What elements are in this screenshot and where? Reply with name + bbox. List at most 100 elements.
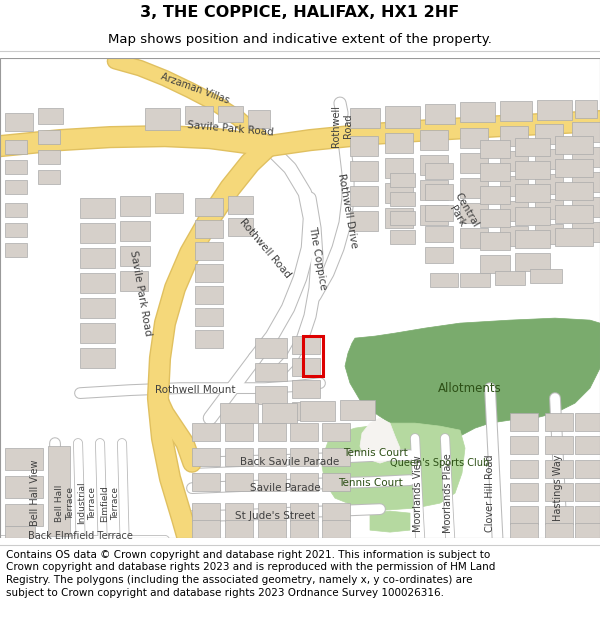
Text: Contains OS data © Crown copyright and database right 2021. This information is : Contains OS data © Crown copyright and d…	[6, 549, 496, 598]
Bar	[515, 207, 550, 225]
Text: Savile Park Road: Savile Park Road	[187, 121, 274, 138]
Bar	[480, 186, 510, 204]
Bar	[292, 336, 320, 354]
Bar	[225, 448, 253, 466]
Bar	[515, 253, 550, 271]
Bar	[258, 503, 286, 521]
Polygon shape	[322, 423, 465, 510]
Bar	[575, 506, 600, 524]
Bar	[303, 336, 323, 376]
Bar	[535, 224, 563, 244]
Bar	[555, 159, 593, 177]
Bar	[385, 208, 413, 228]
Bar	[195, 242, 223, 260]
Bar	[420, 205, 448, 225]
Bar	[80, 248, 115, 268]
Bar	[258, 423, 286, 441]
Bar	[80, 348, 115, 368]
Text: The Coppice: The Coppice	[307, 226, 329, 291]
Bar	[510, 523, 538, 541]
Bar	[535, 124, 563, 144]
Bar	[290, 473, 318, 491]
Bar	[545, 483, 573, 501]
Bar	[510, 436, 538, 454]
Text: 3, THE COPPICE, HALIFAX, HX1 2HF: 3, THE COPPICE, HALIFAX, HX1 2HF	[140, 5, 460, 20]
Bar	[390, 173, 415, 187]
Text: Back Elmfield Terrace: Back Elmfield Terrace	[28, 531, 133, 541]
Bar	[80, 273, 115, 293]
Bar	[555, 182, 593, 200]
Bar	[425, 205, 453, 221]
Bar	[290, 448, 318, 466]
Text: St Jude's Street: St Jude's Street	[235, 511, 315, 521]
Text: Hastings Way: Hastings Way	[553, 455, 563, 521]
Bar	[38, 170, 60, 184]
Bar	[195, 308, 223, 326]
Bar	[195, 264, 223, 282]
Bar	[515, 161, 550, 179]
Bar	[500, 101, 532, 121]
Bar	[515, 138, 550, 156]
Bar	[350, 108, 380, 128]
Bar	[80, 298, 115, 318]
Bar	[500, 201, 528, 221]
Bar	[290, 423, 318, 441]
Bar	[192, 503, 220, 521]
Bar	[225, 503, 253, 521]
Bar	[500, 126, 528, 146]
Text: Queen's Sports Club: Queen's Sports Club	[391, 458, 490, 468]
Text: Rothwell Mount: Rothwell Mount	[155, 385, 235, 395]
Bar	[575, 100, 597, 118]
Bar	[572, 222, 600, 242]
Bar	[460, 153, 488, 173]
Bar	[430, 273, 458, 287]
Bar	[572, 172, 600, 192]
Bar	[480, 232, 510, 250]
Bar	[515, 184, 550, 202]
Bar	[255, 338, 287, 358]
Bar	[80, 323, 115, 343]
Bar	[322, 520, 350, 538]
Text: Rothwell
Road: Rothwell Road	[331, 105, 353, 147]
Bar	[500, 176, 528, 196]
Bar	[572, 147, 600, 167]
Bar	[545, 460, 573, 478]
Bar	[390, 192, 415, 206]
Bar	[350, 136, 378, 156]
Bar	[322, 473, 350, 491]
Bar	[120, 271, 148, 291]
Bar	[575, 460, 600, 478]
Text: Moorlands Place: Moorlands Place	[443, 453, 453, 533]
Text: Tennis Court: Tennis Court	[338, 478, 403, 488]
Text: Elmfield
Terrace: Elmfield Terrace	[100, 485, 120, 521]
Bar	[460, 273, 490, 287]
Bar	[290, 503, 318, 521]
Bar	[145, 108, 180, 130]
Bar	[120, 221, 150, 241]
Bar	[545, 413, 573, 431]
Bar	[575, 436, 600, 454]
Bar	[480, 140, 510, 158]
Bar	[385, 183, 413, 203]
Bar	[425, 104, 455, 124]
Bar	[195, 198, 223, 216]
Bar	[120, 246, 150, 266]
Text: Bell Hall View: Bell Hall View	[30, 460, 40, 526]
Bar	[5, 476, 43, 498]
Bar	[385, 106, 420, 128]
Bar	[555, 228, 593, 246]
Bar	[535, 199, 563, 219]
Bar	[350, 186, 378, 206]
Text: Bell Hall
Terrace: Bell Hall Terrace	[55, 484, 75, 522]
Text: Allotments: Allotments	[438, 382, 502, 394]
Bar	[292, 402, 320, 420]
Bar	[425, 163, 453, 179]
Bar	[510, 413, 538, 431]
Bar	[218, 106, 243, 122]
Bar	[255, 363, 287, 381]
Bar	[258, 473, 286, 491]
Bar	[5, 160, 27, 174]
Bar	[390, 230, 415, 244]
Text: Savile Parade: Savile Parade	[250, 483, 320, 493]
Bar	[38, 130, 60, 144]
